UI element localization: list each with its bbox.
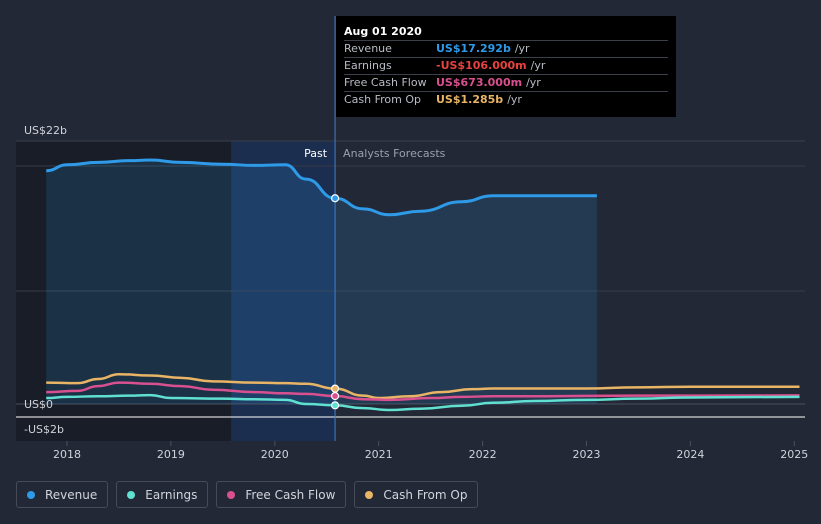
tooltip-unit: /yr	[530, 59, 546, 72]
hover-markers	[330, 194, 340, 410]
forecast-label: Analysts Forecasts	[343, 147, 446, 160]
cash-from-op-marker	[330, 384, 340, 393]
chart-legend: Revenue Earnings Free Cash Flow Cash Fro…	[16, 481, 486, 508]
x-tick-label: 2024	[676, 448, 704, 461]
tooltip-value: US$17.292b	[436, 42, 511, 55]
revenue-dot-icon	[27, 490, 35, 499]
free-cash-flow-dot-icon	[227, 490, 236, 499]
y-axis-labels: US$22b US$0 -US$2b	[24, 124, 67, 436]
tooltip-unit: /yr	[526, 76, 541, 89]
cash-from-op-dot-icon	[365, 490, 374, 499]
legend-item-cash-from-op[interactable]: Cash From Op	[354, 481, 479, 508]
legend-label: Earnings	[145, 487, 198, 502]
series-areas	[46, 160, 597, 404]
tooltip-unit: /yr	[507, 93, 522, 106]
revenue-area	[46, 160, 597, 404]
revenue-marker	[330, 194, 340, 203]
series-lines	[46, 158, 800, 412]
tooltip-value: -US$106.000m	[436, 59, 527, 72]
tooltip-row-revenue: Revenue US$17.292b /yr	[344, 40, 668, 57]
x-tick-label: 2025	[780, 448, 808, 461]
tooltip-row-free-cash-flow: Free Cash Flow US$673.000m /yr	[344, 74, 668, 91]
tooltip-value: US$673.000m	[436, 76, 523, 89]
revenue-line	[46, 158, 597, 217]
legend-label: Revenue	[45, 487, 98, 502]
tooltip-row-earnings: Earnings -US$106.000m /yr	[344, 57, 668, 74]
earnings-dot-icon	[127, 490, 136, 499]
legend-label: Cash From Op	[383, 487, 468, 502]
past-label: Past	[304, 147, 328, 160]
tooltip-row-cash-from-op: Cash From Op US$1.285b /yr	[344, 91, 668, 108]
tooltip-label: Cash From Op	[344, 93, 422, 106]
cash-from-op-line	[46, 373, 800, 400]
x-axis-labels: 2018 2019 2020 2021 2022 2023 2024 2025	[53, 441, 808, 461]
x-tick-label: 2018	[53, 448, 81, 461]
tooltip-unit: /yr	[514, 42, 530, 55]
free-cash-flow-marker	[330, 391, 340, 401]
legend-item-free-cash-flow[interactable]: Free Cash Flow	[216, 481, 347, 508]
tooltip-label: Revenue	[344, 42, 392, 55]
earnings-marker	[330, 401, 340, 410]
tooltip-value: US$1.285b	[436, 93, 504, 106]
x-tick-label: 2021	[365, 448, 393, 461]
x-tick-label: 2022	[469, 448, 497, 461]
hover-tooltip: Aug 01 2020 Revenue US$17.292b /yr Earni…	[336, 16, 676, 117]
x-tick-label: 2020	[261, 448, 289, 461]
tooltip-date: Aug 01 2020	[344, 25, 422, 38]
x-tick-label: 2019	[157, 448, 185, 461]
x-tick-label: 2023	[573, 448, 601, 461]
legend-item-earnings[interactable]: Earnings	[116, 481, 209, 508]
y-tick-label: US$22b	[24, 124, 67, 137]
legend-label: Free Cash Flow	[245, 487, 336, 502]
y-tick-label: US$0	[24, 398, 53, 411]
grid-lines	[16, 140, 805, 418]
tooltip-label: Earnings	[344, 59, 392, 72]
legend-item-revenue[interactable]: Revenue	[16, 481, 109, 508]
y-tick-label: -US$2b	[24, 423, 64, 436]
tooltip-label: Free Cash Flow	[344, 76, 427, 89]
